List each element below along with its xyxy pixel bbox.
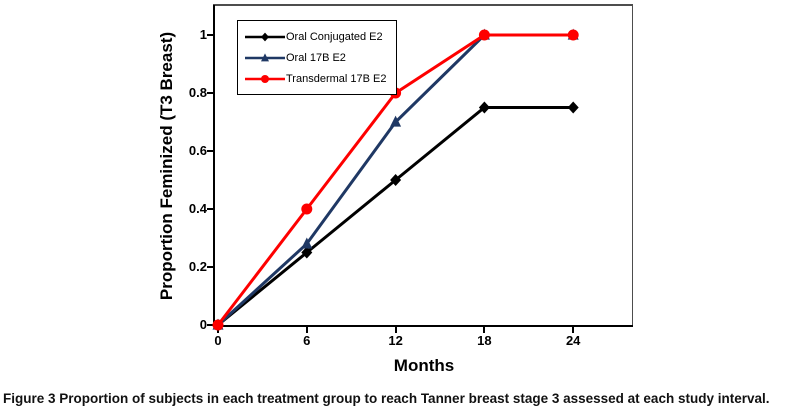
circle-marker <box>301 203 313 215</box>
legend-sample-triangle <box>245 52 285 61</box>
circle-marker <box>478 29 490 41</box>
circle-marker <box>261 74 269 83</box>
y-tick-mark <box>207 208 214 210</box>
y-tick-label: 0.8 <box>188 85 207 100</box>
legend-label: Oral Conjugated E2 <box>286 30 383 43</box>
diamond-marker <box>567 101 579 114</box>
y-tick-mark <box>207 266 214 268</box>
x-tick-label: 6 <box>303 333 311 348</box>
triangle-marker <box>567 28 579 40</box>
y-tick-label: 0.6 <box>188 143 207 158</box>
legend-label: Transdermal 17B E2 <box>286 72 387 85</box>
y-axis-line <box>213 5 215 327</box>
y-tick-mark <box>207 150 214 152</box>
diamond-marker <box>301 246 313 259</box>
legend-item-oral-17b-e2: Oral 17B E2 <box>245 47 386 68</box>
legend-sample-circle <box>245 74 285 83</box>
y-tick-label: 0.4 <box>188 201 207 216</box>
x-tick-label: 12 <box>388 333 403 348</box>
x-tick-mark <box>572 327 575 333</box>
x-tick-mark <box>483 327 486 333</box>
x-tick-mark <box>305 327 308 333</box>
x-tick-mark <box>394 327 397 333</box>
triangle-marker <box>301 237 313 249</box>
x-tick-label: 24 <box>565 333 581 348</box>
y-tick-mark <box>207 324 214 326</box>
y-tick-label: 0.2 <box>188 259 207 274</box>
x-axis-line <box>213 325 633 327</box>
diamond-marker <box>261 32 269 41</box>
legend-label: Oral 17B E2 <box>286 51 346 64</box>
x-tick-label: 18 <box>477 333 492 348</box>
y-tick-mark <box>207 92 214 94</box>
legend-sample-diamond <box>245 32 285 41</box>
diamond-marker <box>390 173 402 187</box>
circle-marker <box>567 29 579 41</box>
legend: Oral Conjugated E2 Oral 17B E2 Transdermal… <box>237 20 398 95</box>
y-tick-label: 0 <box>199 317 207 332</box>
plot-border-top <box>213 4 633 6</box>
legend-items: Oral Conjugated E2 Oral 17B E2 Transdermal… <box>245 26 386 89</box>
triangle-marker <box>478 28 490 40</box>
caption-label: Figure 3 <box>3 391 56 406</box>
y-tick-mark <box>207 34 214 36</box>
triangle-marker <box>390 115 402 127</box>
y-tick-label: 1 <box>199 27 207 42</box>
legend-item-transdermal-17b-e2: Transdermal 17B E2 <box>245 68 386 89</box>
x-tick-label: 0 <box>214 333 222 348</box>
diamond-marker <box>478 101 490 114</box>
x-axis-title: Months <box>393 356 455 375</box>
series-line-oral-conjugated-e2 <box>217 106 574 327</box>
figure-caption: Figure 3 Proportion of subjects in each … <box>3 390 793 407</box>
caption-text: Proportion of subjects in each treatment… <box>55 391 770 406</box>
plot-border-right <box>631 4 633 327</box>
legend-item-oral-conjugated-e2: Oral Conjugated E2 <box>245 26 386 47</box>
